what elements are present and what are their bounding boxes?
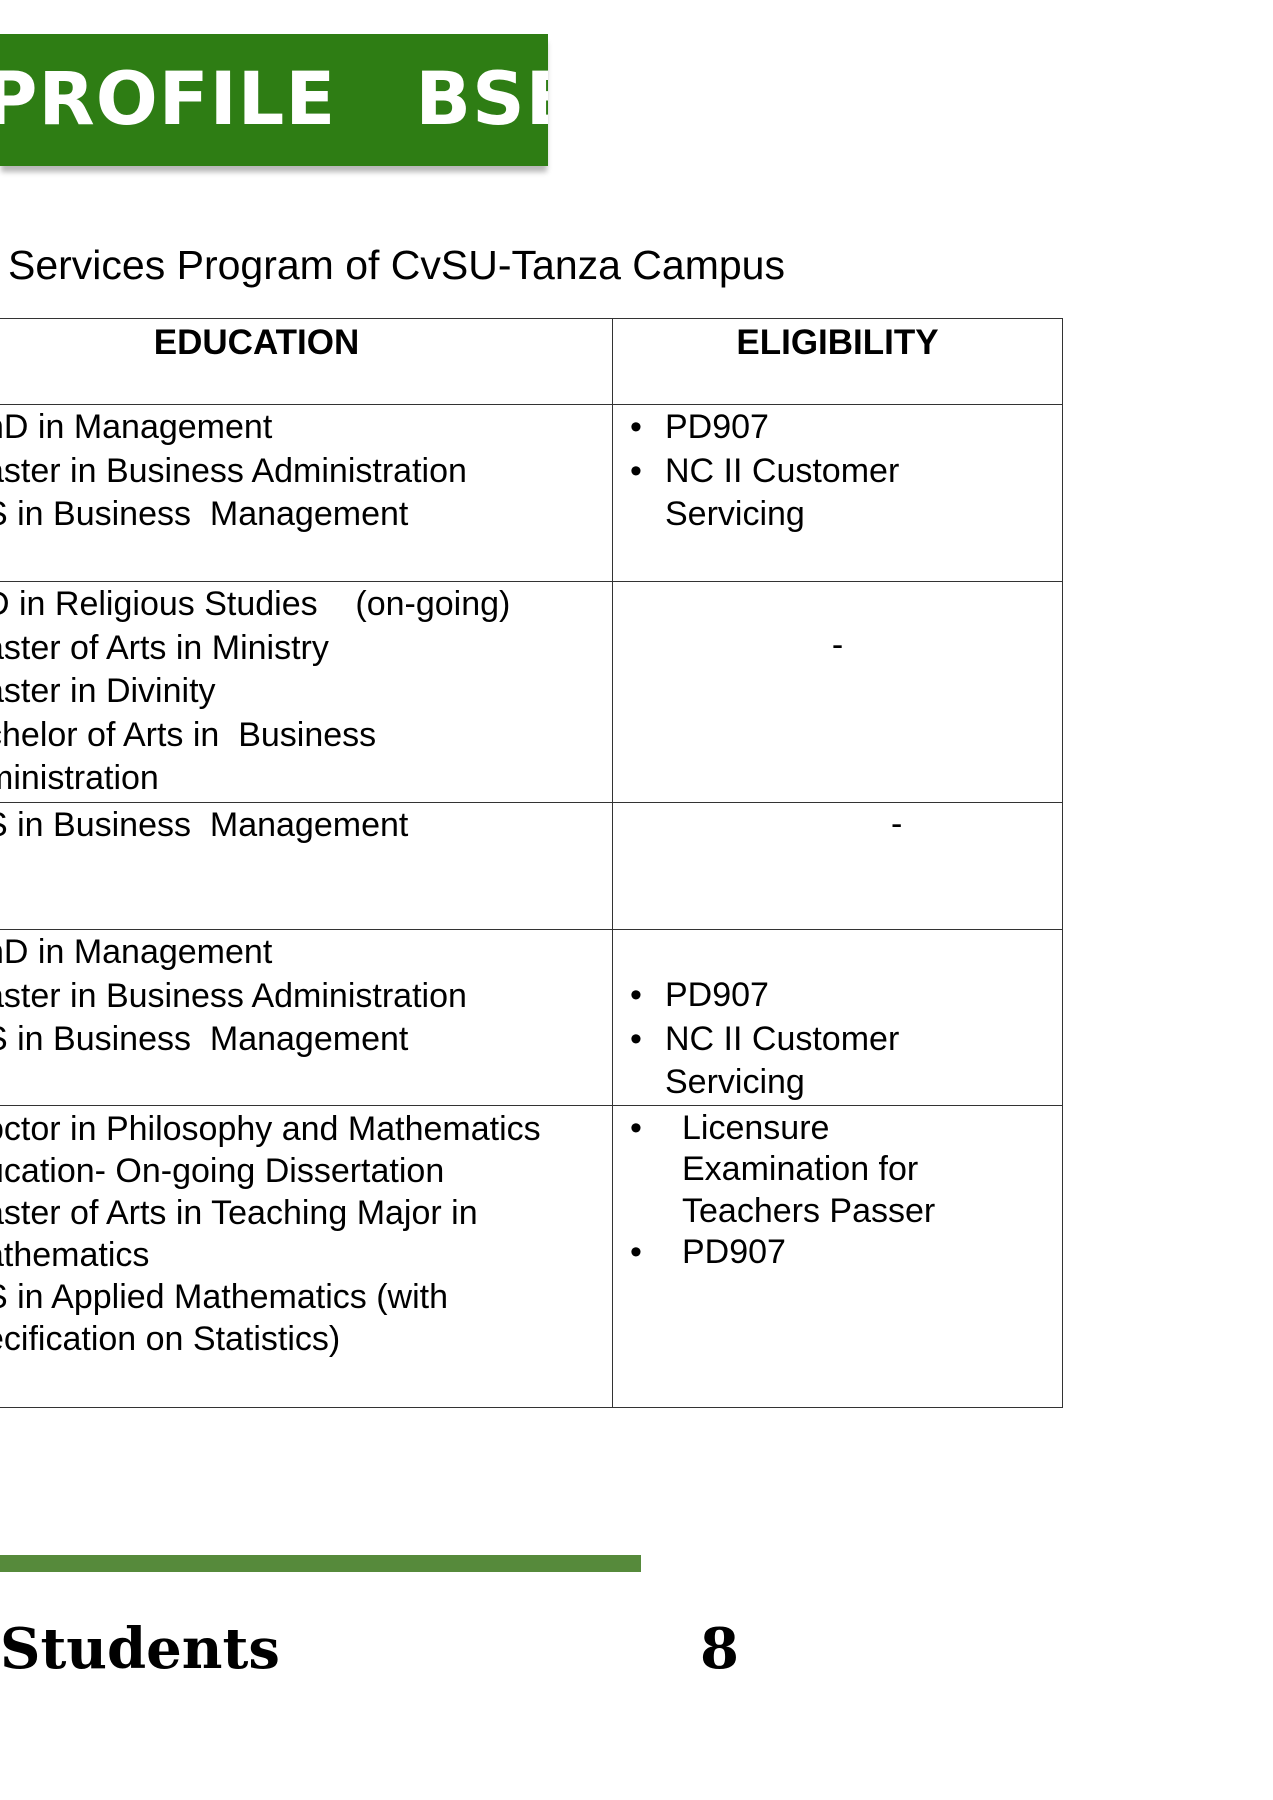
table-row: octor in Philosophy and Mathematics ucat… [0,1104,1063,1408]
education-line: hD in Management [0,408,273,446]
faculty-profile-table: EDUCATION ELIGIBILITY hD in Management a… [0,318,1063,1408]
eligibility-cell: PD907 NC II Customer Servicing [612,404,1063,582]
education-line: hD in Management [0,933,273,971]
education-line: octor in Philosophy and Mathematics [0,1109,541,1148]
table-row: hD in Management aster in Business Admin… [0,404,1063,582]
eligibility-cell: - [612,802,1063,930]
education-line: S in Business Management [0,806,409,844]
education-line: ministration [0,759,159,797]
eligibility-item: PD907 [613,1232,1062,1274]
page-number: 8 [700,1616,739,1682]
education-line: chelor of Arts in Business [0,715,377,754]
education-cell: hD in Management aster in Business Admin… [0,404,613,582]
table-row: S in Business Management - [0,802,1063,930]
education-line: athematics [0,1235,150,1274]
education-cell: S in Business Management [0,802,613,930]
eligibility-item: PD907 [613,406,1062,450]
education-line: ecification on Statistics) [0,1319,341,1358]
education-cell: hD in Management aster in Business Admin… [0,929,613,1106]
education-line: aster in Divinity [0,672,216,710]
eligibility-list: Licensure Examination for Teachers Passe… [613,1108,1062,1274]
education-line: S in Business Management [0,495,409,533]
education-line: aster in Business Administration [0,976,467,1015]
education-line: S in Business Management [0,1020,409,1058]
education-line: D in Religious Studies (on-going) [0,585,511,623]
eligibility-list: PD907 NC II Customer Servicing [613,406,1062,537]
eligibility-cell: PD907 NC II Customer Servicing [612,929,1063,1106]
education-line: ucation- On-going Dissertation [0,1151,445,1190]
column-header-education: EDUCATION [0,318,613,405]
education-line: aster of Arts in Ministry [0,628,329,667]
eligibility-list: PD907 NC II Customer Servicing [613,974,1062,1105]
education-line: S in Applied Mathematics (with [0,1277,448,1316]
eligibility-cell: - [612,581,1063,803]
header-title: PROFILE BSBA [0,57,548,142]
column-header-eligibility: ELIGIBILITY [612,318,1063,405]
eligibility-cell: Licensure Examination for Teachers Passe… [612,1104,1063,1408]
header-banner: PROFILE BSBA [0,34,548,166]
eligibility-item: NC II Customer Servicing [613,1018,955,1105]
education-line: aster of Arts in Teaching Major in [0,1193,478,1232]
eligibility-empty: - [831,626,844,664]
footer-label: Students [0,1616,280,1682]
eligibility-empty: - [891,805,903,843]
table-header-row: EDUCATION ELIGIBILITY [0,318,1063,405]
section-subtitle: Services Program of CvSU-Tanza Campus [8,242,785,288]
table-row: D in Religious Studies (on-going) aster … [0,581,1063,803]
education-cell: octor in Philosophy and Mathematics ucat… [0,1104,613,1408]
eligibility-item: NC II Customer Servicing [613,450,955,537]
eligibility-item: Licensure Examination for Teachers Passe… [613,1108,972,1233]
education-cell: D in Religious Studies (on-going) aster … [0,581,613,803]
education-line: aster in Business Administration [0,451,467,490]
table-row: hD in Management aster in Business Admin… [0,929,1063,1106]
eligibility-item: PD907 [613,974,1062,1018]
footer-divider [0,1555,641,1572]
